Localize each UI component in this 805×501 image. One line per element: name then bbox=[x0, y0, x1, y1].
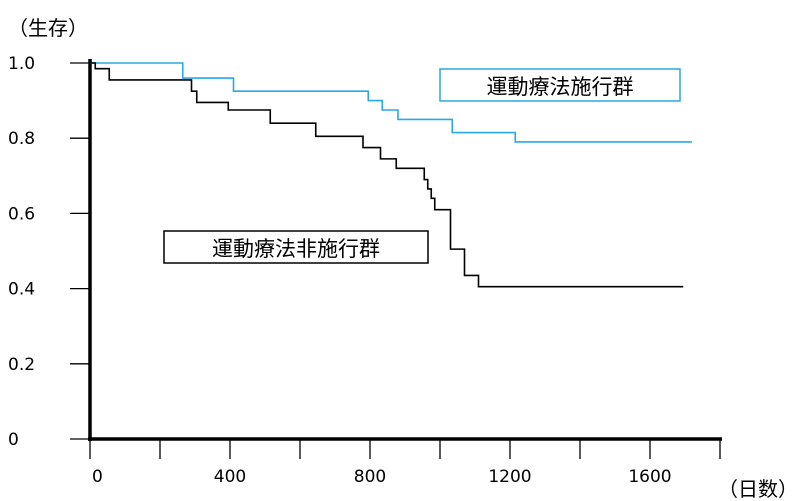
axes bbox=[88, 59, 722, 441]
y-tick-label: 0 bbox=[8, 430, 19, 450]
x-tick-label: 1200 bbox=[488, 467, 531, 487]
y-tick-label: 0.2 bbox=[8, 355, 35, 375]
series-exercise-line bbox=[90, 62, 692, 143]
y-tick-label: 0.8 bbox=[8, 129, 35, 149]
y-tick-label: 0.6 bbox=[8, 204, 35, 224]
y-tick-label: 0.4 bbox=[8, 280, 35, 300]
y-tick-label: 1.0 bbox=[8, 54, 35, 74]
y-axis-title: （生存） bbox=[8, 16, 88, 40]
legend-exercise-label: 運動療法施行群 bbox=[487, 75, 634, 99]
x-tick-label: 400 bbox=[214, 467, 246, 487]
x-axis-title: （日数） bbox=[718, 477, 798, 501]
legend-non-exercise-box bbox=[163, 230, 429, 264]
legend-non-exercise: 運動療法非施行群 bbox=[163, 230, 429, 264]
series-non-exercise-line bbox=[90, 62, 684, 288]
x-tick-label: 800 bbox=[354, 467, 386, 487]
legend-non-exercise-label: 運動療法非施行群 bbox=[212, 237, 380, 261]
series-layer bbox=[90, 62, 692, 288]
x-tick-label: 0 bbox=[92, 467, 103, 487]
ticks: 0 0.2 0.4 0.6 0.8 1.0 0 400 800 1200 1600 bbox=[8, 54, 721, 487]
legend-exercise-box bbox=[439, 68, 681, 102]
legend-exercise: 運動療法施行群 bbox=[439, 68, 681, 102]
x-tick-label: 1600 bbox=[628, 467, 671, 487]
